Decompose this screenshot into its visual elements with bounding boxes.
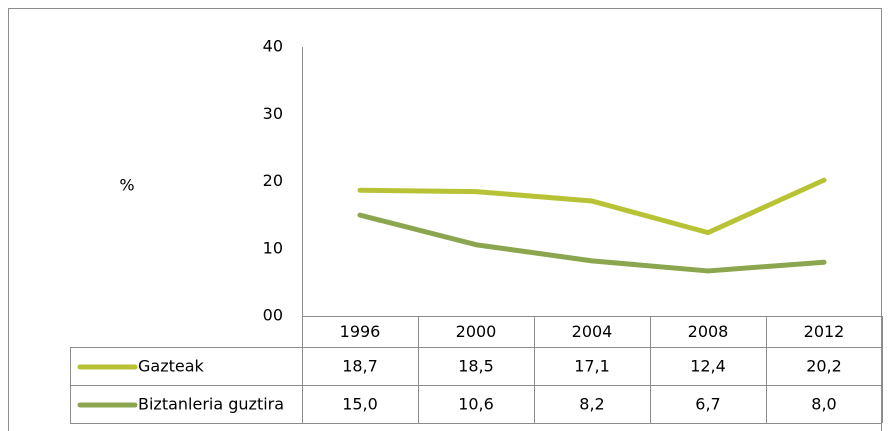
y-tick-label: 10: [263, 238, 283, 257]
line-series: [357, 177, 827, 236]
y-tick-label: 00: [263, 306, 283, 325]
y-axis-label: %: [119, 176, 134, 195]
table-value: 8,2: [579, 395, 604, 414]
y-tick-label: 40: [263, 37, 283, 56]
table-value: 18,5: [458, 357, 494, 376]
x-tick-label: 1996: [340, 322, 381, 341]
table-value: 20,2: [806, 357, 842, 376]
table-value: 6,7: [695, 395, 720, 414]
x-tick-label: 2004: [572, 322, 613, 341]
table-value: 8,0: [811, 395, 836, 414]
table-value: 17,1: [574, 357, 610, 376]
table-value: 12,4: [690, 357, 726, 376]
legend-label: Biztanleria guztira: [138, 395, 284, 414]
y-tick-label: 30: [263, 104, 283, 123]
chart-border: [8, 8, 882, 431]
table-value: 18,7: [342, 357, 378, 376]
legend-label: Gazteak: [138, 357, 205, 376]
x-tick-label: 2012: [804, 322, 845, 341]
line-series: [357, 212, 827, 274]
table-value: 10,6: [458, 395, 494, 414]
x-tick-label: 2000: [456, 322, 497, 341]
x-tick-label: 2008: [688, 322, 729, 341]
table-value: 15,0: [342, 395, 378, 414]
y-tick-label: 20: [263, 171, 283, 190]
